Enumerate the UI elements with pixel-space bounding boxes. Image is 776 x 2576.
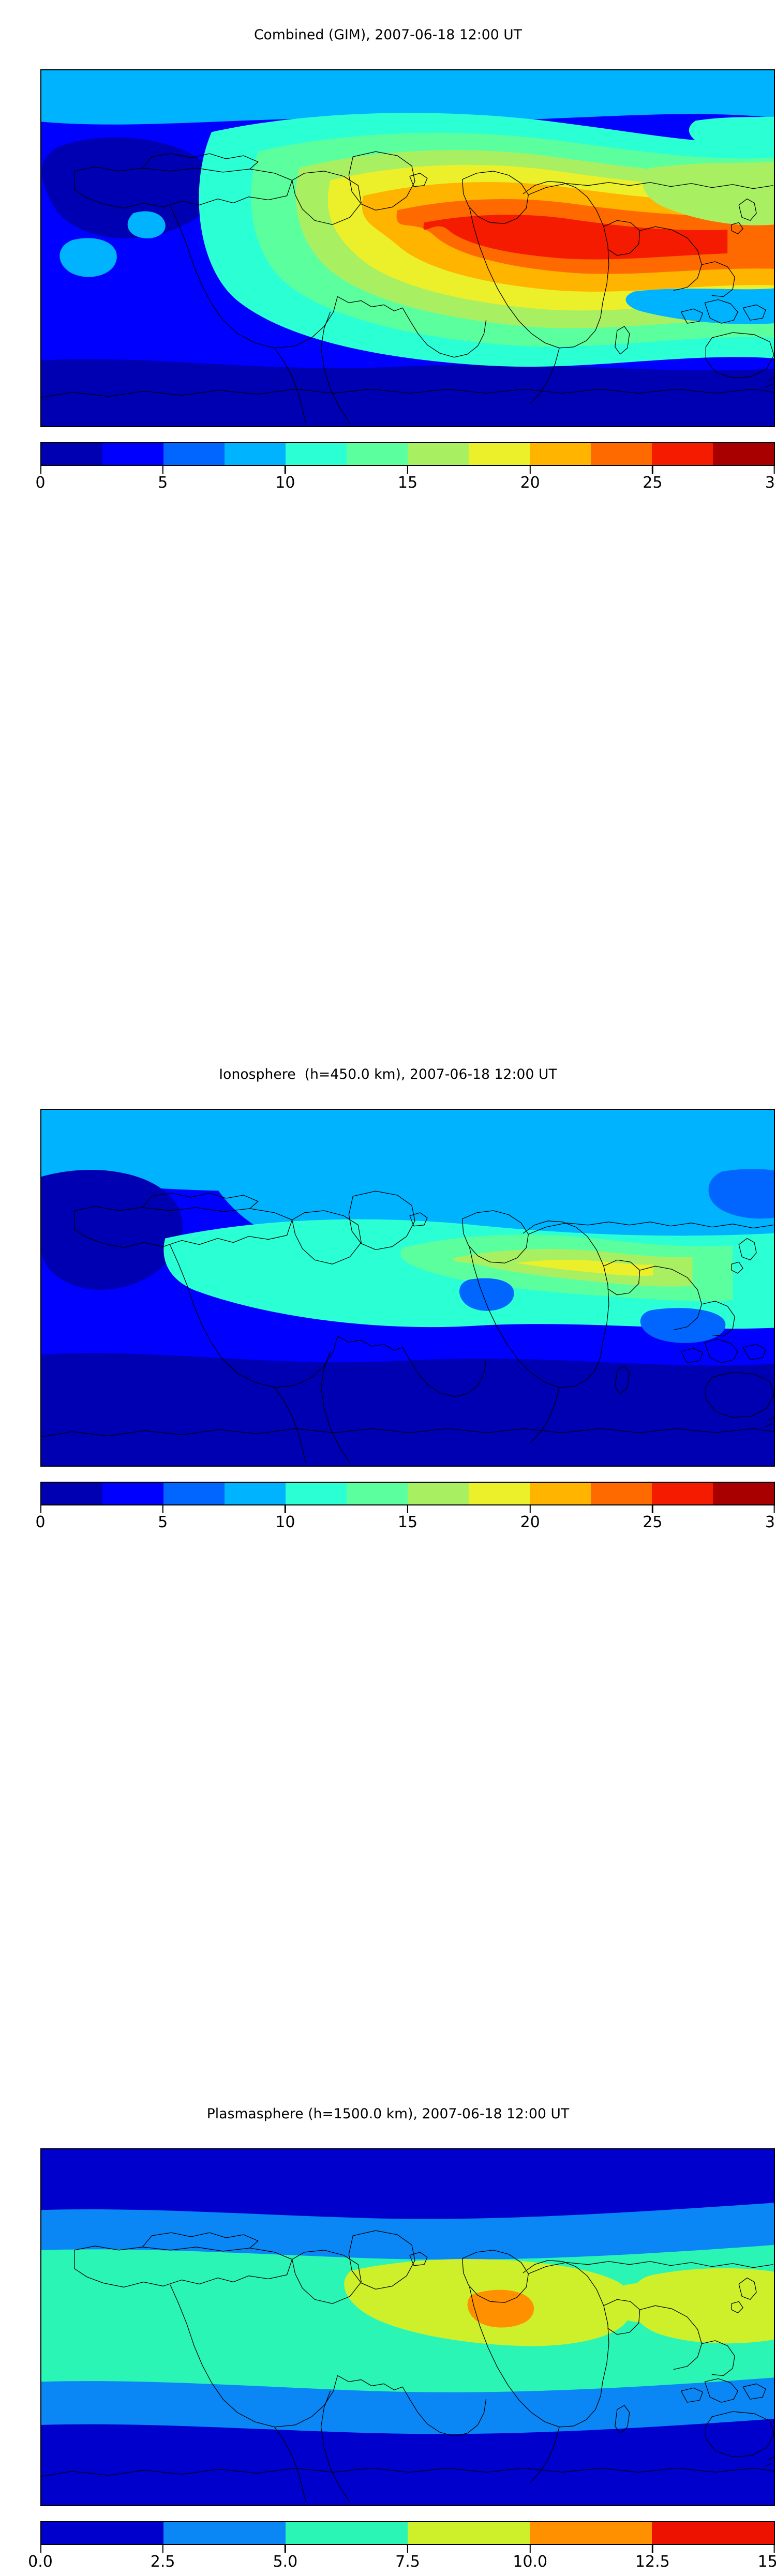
- colorbar-plasmasphere: 0.0 2.5 5.0 7.5 10.0 12.5 15.0: [28, 2521, 776, 2576]
- colorbar-band-5: [347, 1483, 408, 1504]
- colorbar-tick-label-5: 12.5: [635, 2553, 670, 2571]
- colorbar-tick-label-6: 30: [765, 474, 776, 492]
- colorbar-band-3: [225, 443, 286, 465]
- colorbar-tick-label-5: 25: [643, 1513, 663, 1531]
- colorbar-band-11: [713, 1483, 774, 1504]
- colorbar-band-9: [591, 443, 652, 465]
- colorbar-tick-3: [407, 2545, 409, 2553]
- colorbar-tick-label-1: 5: [158, 474, 168, 492]
- colorbar-band-1: [163, 2522, 286, 2544]
- panel-title-combined-gim: Combined (GIM), 2007-06-18 12:00 UT: [253, 27, 523, 43]
- tec-field-combined-gim: [41, 70, 774, 426]
- colorbar-band-4: [286, 443, 347, 465]
- map-axes-ionosphere: [40, 1109, 775, 1467]
- coastline-overlay-ionosphere: [41, 1110, 774, 1466]
- colorbar-gradient-plasmasphere: [40, 2521, 775, 2545]
- colorbar-ticks-ionosphere: [40, 1505, 775, 1514]
- colorbar-tick-label-1: 2.5: [150, 2553, 175, 2571]
- colorbar-tick-4: [529, 1505, 531, 1513]
- colorbar-tick-label-3: 7.5: [395, 2553, 420, 2571]
- colorbar-band-0: [41, 443, 102, 465]
- colorbar-labels-plasmasphere: 0.0 2.5 5.0 7.5 10.0 12.5 15.0: [28, 2553, 776, 2576]
- colorbar-tick-label-0: 0: [35, 1513, 46, 1531]
- colorbar-tick-6: [773, 2545, 775, 2553]
- colorbar-band-4: [530, 2522, 652, 2544]
- colorbar-ionosphere: 0 5 10 15 20 25 30: [35, 1482, 776, 1536]
- colorbar-band-2: [163, 1483, 225, 1504]
- colorbar-band-2: [286, 2522, 408, 2544]
- colorbar-band-4: [286, 1483, 347, 1504]
- colorbar-tick-1: [162, 466, 163, 474]
- colorbar-band-8: [530, 443, 591, 465]
- colorbar-tick-5: [652, 1505, 653, 1513]
- panel-title-ionosphere: Ionosphere (h=450.0 km), 2007-06-18 12:0…: [219, 1066, 557, 1082]
- colorbar-tick-2: [285, 2545, 286, 2553]
- colorbar-labels-ionosphere: 0 5 10 15 20 25 30: [35, 1513, 776, 1536]
- colorbar-band-1: [102, 1483, 163, 1504]
- colorbar-tick-label-6: 30: [765, 1513, 776, 1531]
- colorbar-band-10: [652, 443, 713, 465]
- colorbar-tick-3: [407, 1505, 409, 1513]
- colorbar-band-7: [469, 443, 530, 465]
- colorbar-tick-1: [162, 1505, 163, 1513]
- colorbar-tick-label-2: 5.0: [273, 2553, 298, 2571]
- colorbar-gradient-combined-gim: [40, 442, 775, 466]
- colorbar-band-1: [102, 443, 163, 465]
- colorbar-tick-4: [529, 2545, 531, 2553]
- colorbar-band-0: [41, 2522, 163, 2544]
- map-axes-plasmasphere: [40, 2148, 775, 2506]
- panel-combined-gim: Combined (GIM), 2007-06-18 12:00 UT: [0, 0, 776, 517]
- colorbar-tick-2: [285, 466, 286, 474]
- colorbar-tick-label-3: 15: [397, 1513, 418, 1531]
- coastline-overlay-combined-gim: [41, 70, 774, 426]
- colorbar-band-8: [530, 1483, 591, 1504]
- panel-ionosphere: Ionosphere (h=450.0 km), 2007-06-18 12:0…: [0, 520, 776, 1530]
- colorbar-tick-label-3: 15: [397, 474, 418, 492]
- colorbar-band-6: [408, 1483, 469, 1504]
- colorbar-tick-label-4: 10.0: [513, 2553, 548, 2571]
- colorbar-tick-0: [40, 1505, 42, 1513]
- colorbar-tick-5: [652, 2545, 653, 2553]
- colorbar-tick-label-1: 5: [158, 1513, 168, 1531]
- colorbar-tick-label-2: 10: [275, 474, 295, 492]
- panel-title-plasmasphere: Plasmasphere (h=1500.0 km), 2007-06-18 1…: [206, 2106, 570, 2122]
- colorbar-band-3: [408, 2522, 530, 2544]
- colorbar-ticks-plasmasphere: [40, 2545, 775, 2553]
- colorbar-tick-2: [285, 1505, 286, 1513]
- map-axes-combined-gim: [40, 69, 775, 427]
- colorbar-tick-1: [162, 2545, 163, 2553]
- tec-field-ionosphere: [41, 1110, 774, 1466]
- colorbar-tick-4: [529, 466, 531, 474]
- colorbar-tick-6: [773, 466, 775, 474]
- colorbar-band-5: [652, 2522, 774, 2544]
- colorbar-tick-0: [40, 2545, 42, 2553]
- colorbar-tick-5: [652, 466, 653, 474]
- colorbar-tick-0: [40, 466, 42, 474]
- colorbar-band-11: [713, 443, 774, 465]
- colorbar-gradient-ionosphere: [40, 1482, 775, 1505]
- colorbar-ticks-combined-gim: [40, 466, 775, 474]
- colorbar-band-7: [469, 1483, 530, 1504]
- colorbar-labels-combined-gim: 0 5 10 15 20 25 30: [35, 474, 776, 497]
- colorbar-tick-label-4: 20: [520, 474, 540, 492]
- colorbar-band-3: [225, 1483, 286, 1504]
- colorbar-band-6: [408, 443, 469, 465]
- colorbar-tick-6: [773, 1505, 775, 1513]
- colorbar-tick-label-5: 25: [643, 474, 663, 492]
- colorbar-band-0: [41, 1483, 102, 1504]
- colorbar-tick-label-6: 15.0: [757, 2553, 776, 2571]
- colorbar-tick-label-4: 20: [520, 1513, 540, 1531]
- coastline-overlay-plasmasphere: [41, 2149, 774, 2505]
- colorbar-band-2: [163, 443, 225, 465]
- colorbar-tick-label-2: 10: [275, 1513, 295, 1531]
- colorbar-tick-3: [407, 466, 409, 474]
- colorbar-combined-gim: 0 5 10 15 20 25 30: [35, 442, 776, 497]
- colorbar-tick-label-0: 0: [35, 474, 46, 492]
- colorbar-band-5: [347, 443, 408, 465]
- panel-plasmasphere: Plasmasphere (h=1500.0 km), 2007-06-18 1…: [0, 1040, 776, 2570]
- colorbar-band-10: [652, 1483, 713, 1504]
- colorbar-band-9: [591, 1483, 652, 1504]
- colorbar-tick-label-0: 0.0: [28, 2553, 53, 2571]
